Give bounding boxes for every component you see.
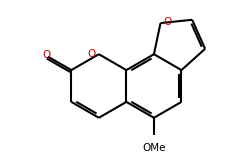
Text: O: O [163, 17, 171, 27]
Text: O: O [87, 49, 95, 59]
Text: OMe: OMe [142, 143, 165, 153]
Text: O: O [42, 50, 51, 60]
